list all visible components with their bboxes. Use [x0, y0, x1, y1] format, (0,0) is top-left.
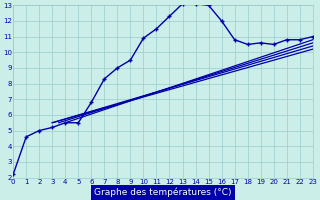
X-axis label: Graphe des températures (°C): Graphe des températures (°C) — [94, 188, 232, 197]
